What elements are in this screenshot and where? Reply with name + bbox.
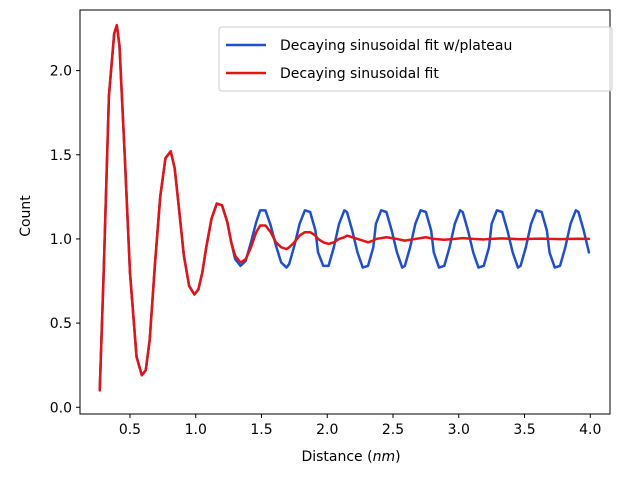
- x-tick-label: 1.0: [185, 422, 207, 438]
- plot-frame: [79, 9, 611, 415]
- y-axis-label: Count: [18, 195, 34, 237]
- y-tick-label: 0.0: [50, 400, 72, 416]
- legend-box: [218, 26, 613, 92]
- x-axis: 0.5 1.0 1.5 2.0 2.5 3.0 3.5 4.0: [119, 414, 601, 438]
- y-tick-label: 0.5: [50, 316, 72, 332]
- x-tick-label: 3.5: [513, 422, 535, 438]
- y-tick-label: 2.0: [50, 64, 72, 80]
- x-tick-label: 1.5: [250, 422, 272, 438]
- series-line-decaying: [98, 23, 591, 392]
- y-tick-label: 1.0: [50, 232, 72, 248]
- x-tick-label: 2.0: [316, 422, 338, 438]
- legend-label-decaying: Decaying sinusoidal fit: [280, 66, 439, 82]
- legend: Decaying sinusoidal fit w/plateau Decayi…: [218, 26, 613, 92]
- x-tick-label: 4.0: [579, 422, 601, 438]
- x-tick-label: 2.5: [382, 422, 404, 438]
- plot-area: [79, 9, 611, 415]
- y-axis: 0.0 0.5 1.0 1.5 2.0: [50, 64, 80, 416]
- y-tick-label: 1.5: [50, 148, 72, 164]
- series-layer: [98, 23, 591, 392]
- x-tick-label: 3.0: [448, 422, 470, 438]
- x-axis-label: Distance (nm): [301, 449, 400, 465]
- legend-label-plateau: Decaying sinusoidal fit w/plateau: [280, 38, 512, 54]
- x-tick-label: 0.5: [119, 422, 141, 438]
